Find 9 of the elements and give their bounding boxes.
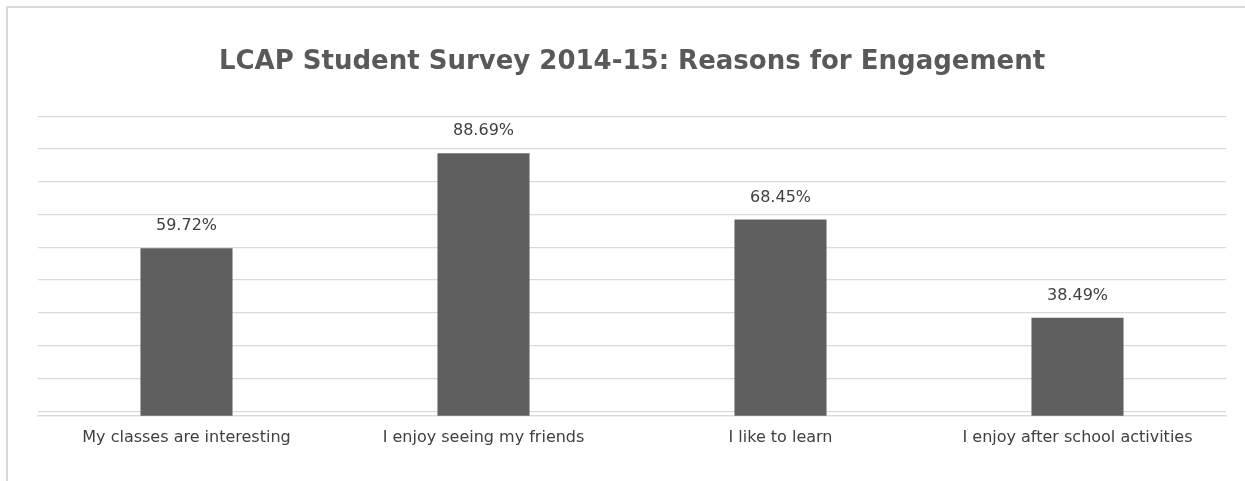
chart-title: LCAP Student Survey 2014-15: Reasons for Engagement: [218, 45, 1046, 76]
x-tick-label: My classes are interesting: [82, 426, 291, 446]
data-label: 38.49%: [1046, 284, 1109, 304]
data-label: 68.45%: [749, 186, 812, 206]
data-label: 88.69%: [452, 120, 515, 140]
x-tick-label: I enjoy after school activities: [962, 426, 1193, 446]
x-tick-label: I enjoy seeing my friends: [382, 426, 585, 446]
data-label: 59.72%: [155, 215, 218, 235]
x-tick-label: I like to learn: [728, 426, 833, 446]
